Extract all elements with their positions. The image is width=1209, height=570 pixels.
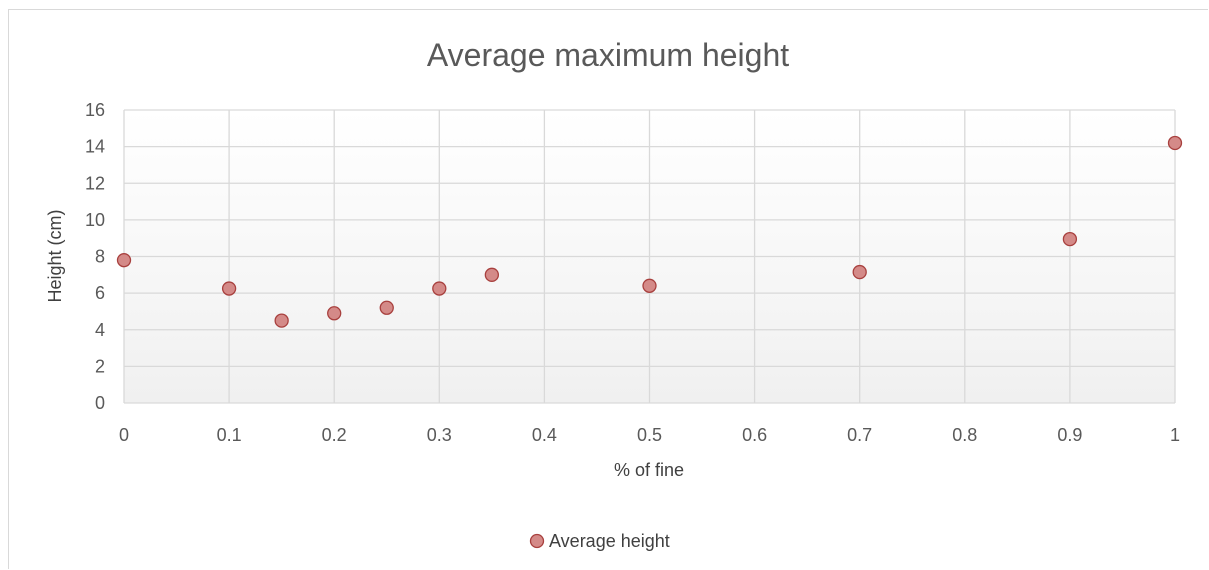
data-point <box>379 300 394 315</box>
chart-title: Average maximum height <box>427 37 789 73</box>
x-axis-tick-labels: 0 0.1 0.2 0.3 0.4 0.5 0.6 0.7 0.8 0.9 1 <box>119 425 1180 445</box>
y-tick-label: 16 <box>85 100 105 120</box>
chart-frame <box>8 9 1208 569</box>
x-tick-label: 0.3 <box>427 425 452 445</box>
y-tick-label: 14 <box>85 137 105 157</box>
x-gridlines <box>123 110 1176 403</box>
x-tick-label: 0 <box>119 425 129 445</box>
x-tick-label: 0.2 <box>322 425 347 445</box>
y-tick-label: 10 <box>85 210 105 230</box>
data-point <box>221 281 237 296</box>
x-tick-label: 0.4 <box>532 425 557 445</box>
x-tick-label: 0.7 <box>847 425 872 445</box>
y-tick-label: 8 <box>95 247 105 267</box>
legend-label: Average height <box>549 531 670 551</box>
data-point <box>642 278 657 293</box>
data-point <box>274 313 289 328</box>
data-point <box>1167 135 1183 151</box>
y-axis-tick-labels: 0 2 4 6 8 10 12 14 16 <box>85 100 105 413</box>
legend: Average height <box>529 531 670 551</box>
x-tick-label: 1 <box>1170 425 1180 445</box>
data-point <box>484 267 500 282</box>
x-tick-label: 0.8 <box>952 425 977 445</box>
y-tick-label: 6 <box>95 283 105 303</box>
y-tick-label: 0 <box>95 393 105 413</box>
legend-marker <box>529 533 545 549</box>
x-tick-label: 0.6 <box>742 425 767 445</box>
data-point <box>432 281 447 296</box>
data-point <box>852 264 867 280</box>
x-tick-label: 0.5 <box>637 425 662 445</box>
x-tick-label: 0.9 <box>1057 425 1082 445</box>
y-tick-label: 2 <box>95 356 105 376</box>
data-point <box>116 253 132 268</box>
data-points <box>116 135 1183 328</box>
x-tick-label: 0.1 <box>217 425 242 445</box>
y-tick-label: 12 <box>85 173 105 193</box>
data-point <box>1062 231 1078 247</box>
y-axis-title: Height (cm) <box>45 209 65 302</box>
data-point <box>327 306 342 321</box>
y-tick-label: 4 <box>95 320 105 340</box>
x-axis-title: % of fine <box>614 460 684 480</box>
